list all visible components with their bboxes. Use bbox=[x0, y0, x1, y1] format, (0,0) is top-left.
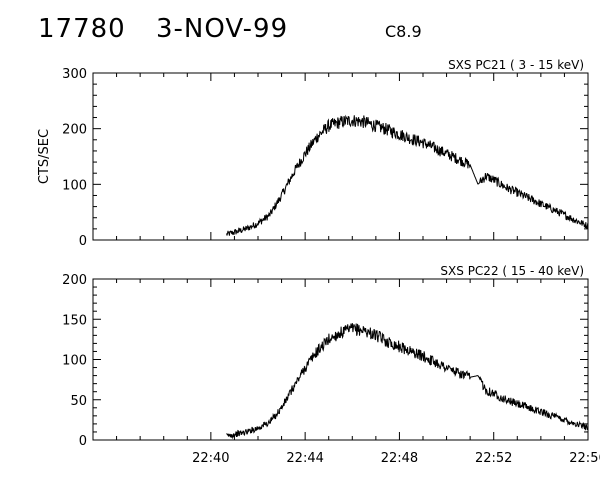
x-tick-label: 22:52 bbox=[475, 451, 512, 466]
y-tick-label: 200 bbox=[62, 273, 87, 288]
y-tick-label: 100 bbox=[62, 354, 87, 369]
y-tick-label: 200 bbox=[62, 123, 87, 138]
y-tick-label: 100 bbox=[62, 178, 87, 193]
panel-pc22: 22:40 22:44 22:48 22:52 22:56 0 50 100 150 200 SXS… bbox=[62, 264, 600, 466]
panel-title: SXS PC21 ( 3 - 15 keV) bbox=[448, 58, 584, 72]
panel-pc21: 0 100 200 300 SXS PC21 ( 3 - 15 keV) CTS/SEC bbox=[37, 58, 589, 249]
y-tick-label: 300 bbox=[62, 67, 87, 82]
panel-title: SXS PC22 ( 15 - 40 keV) bbox=[440, 264, 584, 278]
y-tick-label: 50 bbox=[70, 394, 87, 409]
x-tick-label: 22:56 bbox=[569, 451, 600, 466]
x-tick-label: 22:40 bbox=[192, 451, 229, 466]
x-tick-label: 22:44 bbox=[286, 451, 323, 466]
series-line bbox=[226, 323, 589, 440]
series-line bbox=[226, 114, 589, 236]
y-axis-label: CTS/SEC bbox=[37, 129, 52, 184]
plot-frame bbox=[92, 278, 589, 441]
event-number: 17780 bbox=[38, 14, 126, 44]
y-tick-label: 0 bbox=[79, 434, 87, 449]
x-tick-label: 22:48 bbox=[381, 451, 418, 466]
y-tick-label: 150 bbox=[62, 313, 87, 328]
flare-class: C8.9 bbox=[385, 22, 422, 41]
plot-frame bbox=[92, 72, 589, 241]
y-tick-label: 0 bbox=[79, 234, 87, 249]
event-date: 3-NOV-99 bbox=[156, 14, 289, 44]
